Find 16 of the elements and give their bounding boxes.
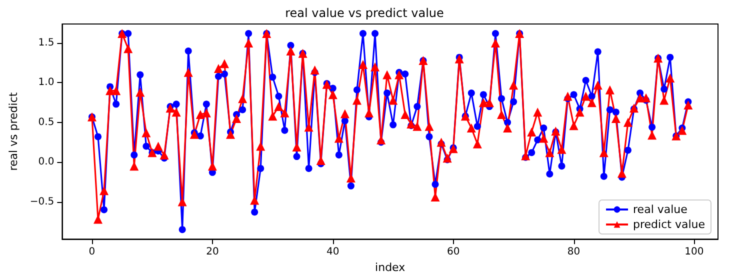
x-tick-label: 20 (206, 246, 219, 258)
y-axis-title: real vs predict (7, 92, 20, 171)
legend-label: real value (633, 203, 688, 216)
y-tick-label: 0.5 (38, 116, 54, 128)
x-tick-label: 80 (567, 246, 580, 258)
y-tick-label: 1.5 (38, 38, 54, 49)
x-tick-label: 0 (88, 246, 96, 258)
x-tick-label: 100 (684, 246, 704, 258)
x-axis-title: index (375, 261, 406, 274)
x-tick-label: 40 (326, 246, 340, 258)
chart-title: real value vs predict value (285, 6, 444, 20)
x-tick-label: 60 (446, 246, 460, 258)
y-tick-label: 0.0 (38, 156, 54, 168)
y-tick-label: −0.5 (30, 196, 54, 208)
y-tick-label: 1.0 (38, 77, 54, 88)
legend-label: predict value (633, 218, 706, 231)
